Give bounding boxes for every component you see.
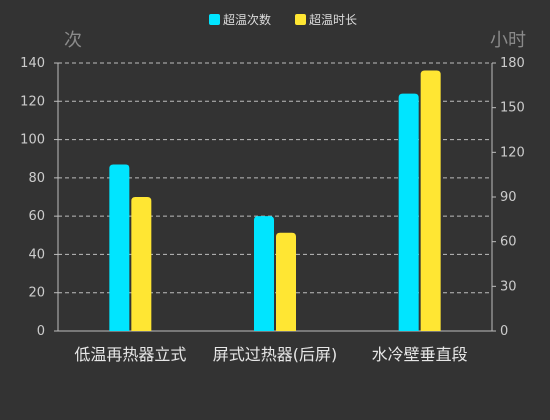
- bar-count-1[interactable]: [109, 164, 130, 331]
- right-tick-label: 60: [500, 235, 517, 250]
- legend-swatch[interactable]: [295, 14, 306, 25]
- left-tick-label: 20: [28, 286, 45, 301]
- bar-duration-3[interactable]: [420, 70, 441, 331]
- left-axis-unit: 次: [64, 30, 82, 51]
- left-tick-label: 0: [37, 324, 45, 339]
- legend[interactable]: 超温次数 超温时长: [209, 12, 357, 27]
- axis-labels: 0 20 40 60 80 100 120 140 0 30 60 90 120 150 180 次 小时低温再…: [20, 30, 526, 364]
- bar-count-2[interactable]: [254, 216, 274, 331]
- right-tick-label: 90: [500, 190, 517, 205]
- axes: [54, 62, 496, 332]
- legend-label[interactable]: 超温时长: [309, 12, 357, 27]
- bar-duration-1[interactable]: [131, 197, 152, 331]
- bars: [109, 70, 441, 331]
- category-label: 水冷壁垂直段: [372, 345, 468, 364]
- right-axis-unit: 小时: [490, 30, 526, 51]
- bar-duration-2[interactable]: [276, 232, 296, 331]
- category-label: 低温再热器立式: [74, 345, 186, 364]
- right-tick-label: 30: [500, 279, 517, 294]
- legend-label[interactable]: 超温次数: [223, 12, 271, 27]
- grid-lines: [58, 62, 492, 294]
- bar-count-3[interactable]: [398, 93, 419, 331]
- legend-swatch[interactable]: [209, 14, 220, 25]
- right-tick-label: 0: [500, 324, 508, 339]
- left-tick-label: 100: [20, 133, 45, 148]
- left-tick-label: 120: [20, 94, 45, 109]
- category-label: 屏式过热器(后屏): [213, 345, 338, 364]
- left-tick-label: 80: [28, 171, 45, 186]
- left-tick-label: 140: [20, 56, 45, 71]
- right-tick-label: 150: [500, 101, 525, 116]
- right-tick-label: 180: [500, 56, 525, 71]
- right-tick-label: 120: [500, 145, 525, 160]
- left-tick-label: 60: [28, 209, 45, 224]
- left-tick-label: 40: [28, 247, 45, 262]
